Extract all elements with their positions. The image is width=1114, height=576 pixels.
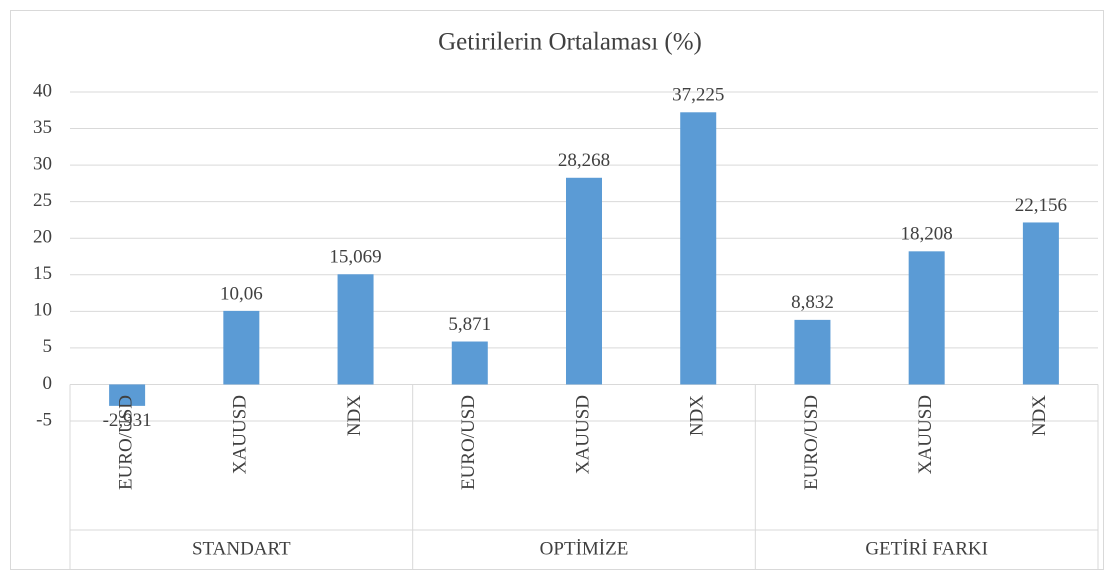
y-tick-label: 35 xyxy=(33,117,52,138)
group-label: GETİRİ FARKI xyxy=(865,538,988,559)
y-tick-label: 30 xyxy=(33,153,52,174)
x-tick-label: EURO/USD xyxy=(801,395,822,490)
y-tick-label: 5 xyxy=(43,336,53,357)
bar xyxy=(680,112,717,385)
x-tick-label: XAUUSD xyxy=(915,395,936,474)
y-tick-label: 25 xyxy=(33,190,52,211)
x-tick-label: EURO/USD xyxy=(115,395,136,490)
bar xyxy=(223,310,260,385)
y-tick-label: 10 xyxy=(33,300,52,321)
x-tick-label: EURO/USD xyxy=(458,395,479,490)
bar xyxy=(1022,222,1059,385)
bar xyxy=(794,319,831,385)
group-label: OPTİMİZE xyxy=(540,538,629,559)
y-tick-label: 20 xyxy=(33,227,52,248)
x-tick-label: XAUUSD xyxy=(572,395,593,474)
data-label: -2,931 xyxy=(103,410,152,431)
x-tick-label: NDX xyxy=(344,395,365,436)
chart-title: Getirilerin Ortalaması (%) xyxy=(438,29,702,56)
data-label: 22,156 xyxy=(1015,195,1067,216)
group-label: STANDART xyxy=(192,538,291,559)
data-label: 18,208 xyxy=(901,224,953,245)
y-tick-label: -5 xyxy=(36,409,52,430)
bar xyxy=(337,274,374,385)
y-tick-label: 15 xyxy=(33,263,52,284)
x-tick-label: NDX xyxy=(1029,395,1050,436)
x-tick-label: XAUUSD xyxy=(230,395,251,474)
y-tick-label: 40 xyxy=(33,80,52,101)
bar xyxy=(451,341,488,385)
bar xyxy=(908,251,945,385)
data-label: 5,871 xyxy=(448,314,491,335)
data-label: 28,268 xyxy=(558,150,610,171)
data-label: 15,069 xyxy=(329,247,381,268)
data-label: 37,225 xyxy=(672,85,724,106)
x-tick-label: NDX xyxy=(687,395,708,436)
data-label: 10,06 xyxy=(220,283,263,304)
bar xyxy=(109,384,146,406)
data-label: 8,832 xyxy=(791,292,834,313)
y-tick-label: 0 xyxy=(43,373,53,394)
bar xyxy=(566,177,602,385)
